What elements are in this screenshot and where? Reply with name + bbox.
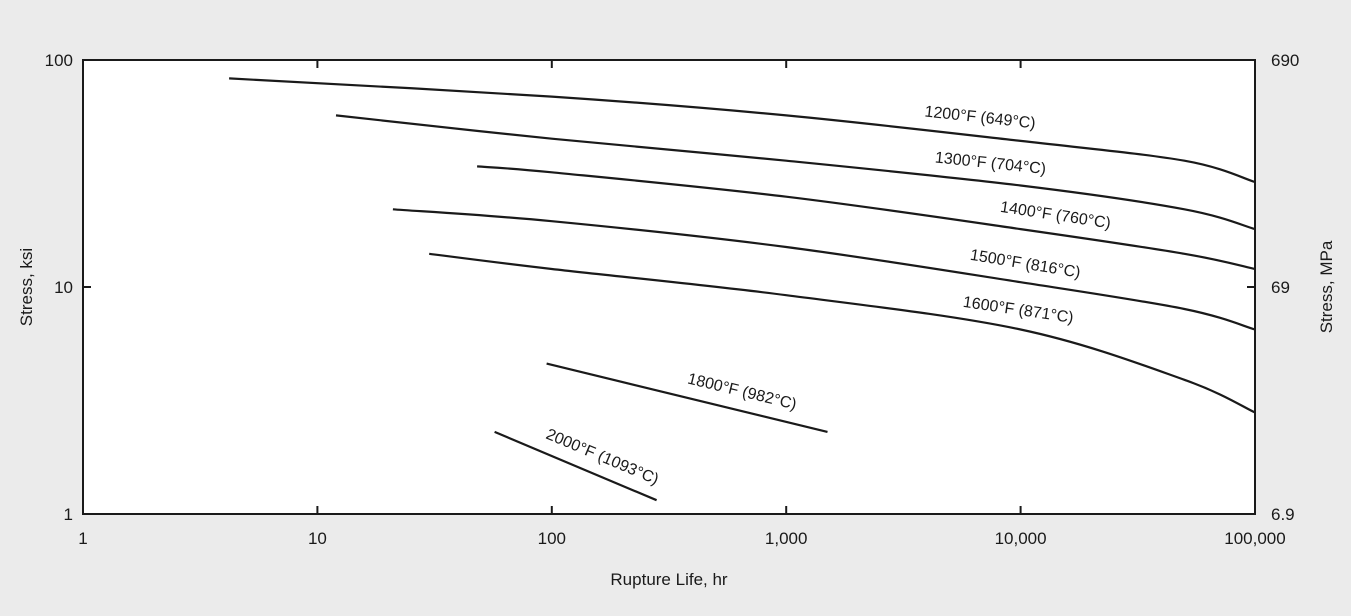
series-line bbox=[429, 252, 1256, 414]
y2-tick-label: 69 bbox=[1271, 278, 1290, 297]
x-tick-label: 100,000 bbox=[1224, 529, 1285, 548]
x-tick-label: 100 bbox=[538, 529, 566, 548]
x-tick-label: 1 bbox=[78, 529, 87, 548]
y-axis-title: Stress, ksi bbox=[17, 248, 36, 326]
y-tick-label: 1 bbox=[64, 505, 73, 524]
x-tick-label: 1,000 bbox=[765, 529, 808, 548]
series-line bbox=[477, 165, 1256, 271]
ticks-layer: 1 10 100 1,000 10,000 100,000 1 10 100 6.9 69 690 bbox=[45, 51, 1300, 548]
series-line bbox=[546, 362, 828, 433]
y2-axis-title: Stress, MPa bbox=[1317, 240, 1336, 333]
series-layer bbox=[229, 77, 1256, 502]
y2-tick-label: 6.9 bbox=[1271, 505, 1295, 524]
x-axis-title: Rupture Life, hr bbox=[610, 570, 728, 589]
y-tick-label: 10 bbox=[54, 278, 73, 297]
series-line bbox=[229, 77, 1256, 184]
y-tick-label: 100 bbox=[45, 51, 73, 70]
x-tick-label: 10,000 bbox=[995, 529, 1047, 548]
series-line bbox=[392, 208, 1256, 331]
y2-tick-label: 690 bbox=[1271, 51, 1299, 70]
series-line bbox=[494, 430, 658, 502]
x-tick-label: 10 bbox=[308, 529, 327, 548]
series-line bbox=[335, 114, 1256, 231]
plot-area bbox=[82, 59, 1256, 515]
